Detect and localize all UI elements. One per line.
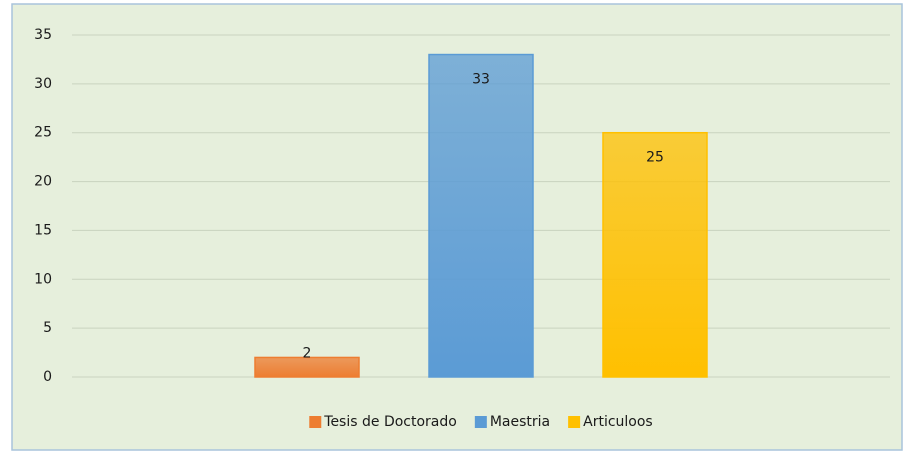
legend-swatch [309,416,322,428]
legend-label: Articuloos [583,414,653,430]
legend-label: Maestria [490,414,550,430]
y-tick-label: 30 [34,76,52,92]
data-label: 33 [472,72,490,88]
y-tick-label: 25 [34,125,52,141]
bar [254,356,360,378]
legend-swatch [568,416,581,428]
y-tick-label: 20 [34,174,52,190]
bar [428,53,534,378]
bar [602,131,708,378]
data-label: 25 [646,150,664,166]
y-tick-label: 15 [34,222,52,238]
y-tick-label: 35 [34,27,52,43]
y-tick-label: 0 [43,369,52,385]
legend: Tesis de Doctorado Maestria Articuloos [309,414,653,430]
data-label: 2 [303,345,312,361]
legend-label: Tesis de Doctorado [323,414,457,430]
legend-swatch [474,416,487,428]
y-tick-label: 5 [43,320,52,336]
y-tick-label: 10 [34,271,52,287]
